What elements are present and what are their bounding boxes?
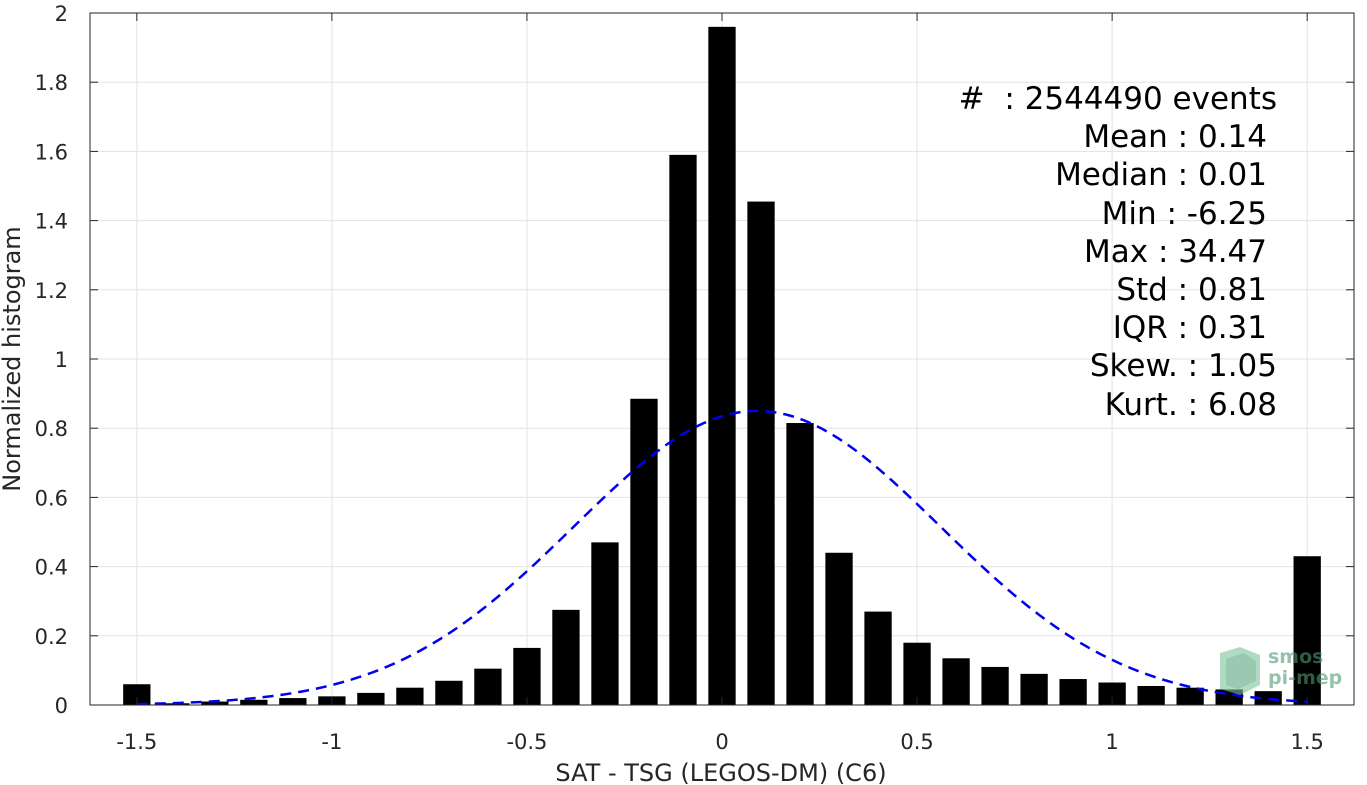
stat-median: Median : 0.01 <box>1055 157 1267 194</box>
y-tick-label: 0.2 <box>35 625 68 649</box>
y-tick-label: 0.4 <box>35 556 68 580</box>
histogram-bar <box>474 668 502 705</box>
normal-fit-curve <box>136 409 1308 706</box>
x-axis-label: SAT - TSG (LEGOS-DM) (C6) <box>555 759 886 785</box>
stat-max: Max : 34.47 <box>1084 233 1267 270</box>
statistics-box: # : 2544490 events Mean : 0.14 Median : … <box>959 80 1277 424</box>
histogram-bar <box>1020 673 1048 705</box>
histogram-bar <box>201 701 229 705</box>
y-tick-label: 0.8 <box>35 417 68 441</box>
y-tick-label: 0 <box>55 694 68 718</box>
histogram-bar <box>435 680 463 705</box>
histogram-bar <box>396 687 424 705</box>
histogram-bar <box>786 423 814 705</box>
x-tick-label: 0 <box>715 730 728 754</box>
histogram-bar <box>1254 691 1282 705</box>
y-tick-label: 0.6 <box>35 486 68 510</box>
y-tick-label: 1.8 <box>35 71 68 95</box>
histogram-bar <box>864 611 892 705</box>
histogram-bars <box>123 26 1321 706</box>
y-axis-label: Normalized histogram <box>0 226 26 491</box>
histogram-bar <box>357 692 385 705</box>
histogram-bar <box>123 684 151 705</box>
stat-min: Min : -6.25 <box>1101 195 1267 232</box>
logo-emblem-icon <box>1220 647 1260 695</box>
x-tick-label: -1 <box>321 730 342 754</box>
smos-pimep-logo: smos pi-mep <box>1216 645 1352 697</box>
x-tick-label: -0.5 <box>506 730 547 754</box>
y-tick-label: 1.2 <box>35 279 68 303</box>
y-axis-ticks: 0 0.2 0.4 0.6 0.8 1 1.2 1.4 1.6 1.8 2 <box>35 2 1354 718</box>
x-axis-ticks: -1.5 -1 -0.5 0 0.5 1 1.5 <box>116 13 1324 754</box>
stat-mean: Mean : 0.14 <box>1083 119 1267 156</box>
histogram-bar <box>240 699 268 705</box>
histogram-bar <box>669 154 697 706</box>
histogram-bar <box>1176 687 1204 705</box>
stat-iqr: IQR : 0.31 <box>1112 310 1267 347</box>
histogram-bar <box>981 666 1009 705</box>
histogram-bar <box>747 201 775 705</box>
histogram-bar <box>552 609 580 705</box>
histogram-bar <box>708 26 736 705</box>
x-tick-label: 1.5 <box>1290 730 1323 754</box>
stat-std: Std : 0.81 <box>1116 272 1267 309</box>
histogram-bar <box>825 552 853 705</box>
histogram-bar <box>1098 682 1126 705</box>
histogram-bar <box>942 658 970 705</box>
histogram-bar <box>1059 679 1087 705</box>
x-tick-label: -1.5 <box>116 730 157 754</box>
x-tick-label: 0.5 <box>900 730 933 754</box>
logo-text: smos pi-mep <box>1268 646 1343 689</box>
y-tick-label: 1 <box>55 348 68 372</box>
stat-kurt: Kurt. : 6.08 <box>1104 386 1277 423</box>
y-tick-label: 2 <box>55 2 68 26</box>
histogram-bar <box>1293 556 1321 705</box>
y-tick-label: 1.6 <box>35 140 68 164</box>
histogram-bar <box>591 542 619 705</box>
histogram-bar <box>279 698 307 705</box>
histogram-bar <box>513 647 541 705</box>
x-tick-label: 1 <box>1105 730 1118 754</box>
y-tick-label: 1.4 <box>35 210 68 234</box>
histogram-bar <box>630 398 658 705</box>
stat-events: # : 2544490 events <box>958 81 1277 117</box>
histogram-bar <box>903 642 931 705</box>
stat-skew: Skew. : 1.05 <box>1089 348 1277 385</box>
histogram-bar <box>1137 685 1165 705</box>
